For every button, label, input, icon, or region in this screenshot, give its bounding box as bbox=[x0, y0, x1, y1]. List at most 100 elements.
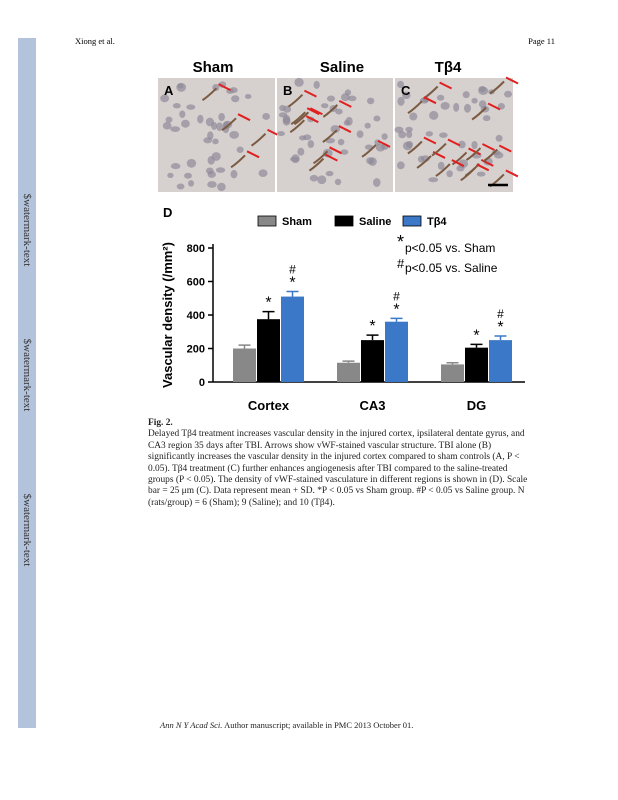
arrow bbox=[218, 83, 231, 92]
cell bbox=[347, 95, 357, 102]
significance-marker: # bbox=[289, 263, 296, 277]
cell bbox=[244, 93, 252, 99]
cell bbox=[207, 171, 216, 178]
cell bbox=[197, 114, 204, 124]
y-axis-label: Vascular density (/mm²) bbox=[160, 242, 175, 388]
vessel bbox=[407, 140, 423, 155]
arrow bbox=[487, 102, 501, 111]
bar bbox=[361, 340, 384, 382]
x-tick-label: Cortex bbox=[248, 398, 290, 413]
cell bbox=[482, 115, 491, 122]
cell bbox=[203, 137, 213, 144]
cell bbox=[402, 141, 413, 151]
cell bbox=[170, 126, 181, 132]
vessel bbox=[289, 119, 305, 134]
header-author: Xiong et al. bbox=[75, 36, 115, 46]
y-tick-label: 200 bbox=[187, 344, 205, 356]
panel-title: Saline bbox=[320, 59, 364, 76]
vessel bbox=[435, 163, 451, 177]
cell bbox=[215, 167, 226, 173]
cell bbox=[330, 125, 341, 134]
vessel bbox=[451, 151, 468, 166]
cell bbox=[294, 77, 304, 87]
cell bbox=[406, 130, 413, 139]
arrow bbox=[423, 136, 437, 145]
arrow bbox=[505, 76, 519, 85]
cell bbox=[476, 171, 486, 177]
vessel bbox=[431, 142, 447, 157]
cell bbox=[320, 103, 329, 109]
arrow bbox=[246, 150, 260, 159]
footer: Ann N Y Acad Sci. Author manuscript; ava… bbox=[160, 720, 413, 730]
watermark: $watermark-text bbox=[21, 194, 33, 267]
panel-letter: B bbox=[283, 83, 292, 98]
cell bbox=[212, 138, 219, 145]
panel-letter: A bbox=[164, 83, 174, 98]
vessel bbox=[250, 133, 267, 147]
cell bbox=[313, 80, 320, 89]
vessel bbox=[308, 157, 325, 172]
arrow bbox=[306, 107, 320, 116]
bar bbox=[385, 321, 408, 382]
cell bbox=[303, 134, 312, 141]
cell bbox=[218, 112, 225, 122]
cell bbox=[464, 103, 471, 113]
cell bbox=[345, 116, 353, 126]
cell bbox=[262, 112, 270, 120]
x-tick-label: CA3 bbox=[359, 398, 385, 413]
cell bbox=[402, 91, 411, 100]
x-tick-label: DG bbox=[467, 398, 487, 413]
panel-title: Sham bbox=[193, 59, 234, 76]
arrow bbox=[324, 153, 338, 162]
legend-swatch bbox=[257, 215, 277, 227]
cell bbox=[230, 170, 238, 179]
cell bbox=[446, 170, 453, 178]
bar bbox=[489, 340, 512, 382]
note-symbol: # bbox=[397, 256, 405, 271]
arrow bbox=[505, 169, 519, 178]
arrow bbox=[468, 147, 481, 156]
cell bbox=[176, 183, 185, 190]
arrow bbox=[329, 146, 342, 155]
micrograph bbox=[277, 78, 393, 192]
micrograph bbox=[395, 78, 513, 192]
significance-marker: * bbox=[393, 301, 399, 318]
cell bbox=[231, 95, 240, 103]
vessel bbox=[201, 87, 218, 101]
cell bbox=[177, 83, 184, 89]
footer-journal: Ann N Y Acad Sci. bbox=[160, 720, 223, 730]
cell bbox=[409, 112, 418, 121]
cell bbox=[397, 80, 405, 89]
cell bbox=[216, 122, 223, 131]
cell bbox=[309, 174, 319, 182]
vessel bbox=[460, 167, 476, 182]
arrow bbox=[303, 89, 317, 98]
legend-label: Saline bbox=[359, 216, 391, 228]
panel-letter: C bbox=[401, 83, 411, 98]
arrow bbox=[305, 115, 319, 124]
cell bbox=[440, 101, 450, 110]
legend-label: Tβ4 bbox=[427, 216, 447, 228]
caption-label: Fig. 2. bbox=[148, 418, 173, 428]
arrow bbox=[447, 138, 461, 147]
cell bbox=[277, 131, 285, 137]
arrow bbox=[451, 159, 465, 167]
y-tick-label: 800 bbox=[187, 243, 205, 255]
cell bbox=[207, 181, 217, 188]
significance-marker: * bbox=[289, 275, 295, 292]
vessel bbox=[322, 104, 339, 118]
cell bbox=[337, 138, 345, 146]
header-page: Page 11 bbox=[528, 36, 555, 46]
caption-text: Delayed Tβ4 treatment increases vascular… bbox=[148, 429, 528, 508]
cell bbox=[258, 169, 268, 177]
note-text: p<0.05 vs. Saline bbox=[405, 261, 498, 275]
y-tick-label: 0 bbox=[199, 377, 205, 389]
vessel bbox=[407, 100, 423, 114]
cell bbox=[160, 94, 170, 103]
cell bbox=[184, 172, 192, 179]
significance-marker: # bbox=[497, 307, 504, 321]
y-tick-label: 600 bbox=[187, 277, 205, 289]
cell bbox=[462, 91, 470, 99]
bar bbox=[465, 347, 488, 382]
bar bbox=[257, 319, 280, 382]
